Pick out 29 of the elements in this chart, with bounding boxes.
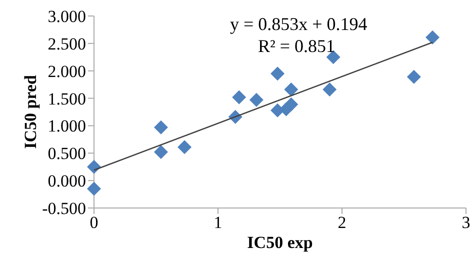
x-tick-label: 2 — [338, 213, 346, 232]
point — [322, 82, 337, 97]
y-tick-label: 0.000 — [48, 172, 86, 191]
y-tick-label: 2.000 — [48, 62, 86, 81]
x-axis-title: IC50 exp — [247, 233, 313, 252]
point — [249, 92, 264, 107]
x-tick-label: 1 — [214, 213, 222, 232]
y-tick-label: 1.500 — [48, 89, 86, 108]
y-tick-label: 0.500 — [48, 144, 86, 164]
point — [178, 140, 192, 154]
point — [426, 30, 440, 44]
y-tick-label: 3.000 — [48, 7, 86, 26]
point — [87, 182, 101, 196]
point — [87, 160, 101, 174]
x-tick-label: 0 — [90, 213, 98, 232]
point — [270, 66, 285, 81]
point — [406, 70, 421, 84]
point — [284, 82, 298, 97]
point — [284, 97, 298, 112]
point — [154, 145, 168, 160]
y-tick-label: -0.500 — [42, 199, 86, 218]
point — [232, 90, 246, 104]
annotation: y = 0.853x + 0.194 — [230, 14, 368, 35]
y-tick-label: 2.500 — [48, 34, 86, 54]
point — [154, 120, 168, 134]
annotation: R² = 0.851 — [258, 36, 336, 57]
y-tick-label: 1.000 — [48, 116, 86, 136]
x-tick-label: 3 — [462, 213, 470, 232]
y-axis-title: IC50 pred — [21, 74, 40, 149]
